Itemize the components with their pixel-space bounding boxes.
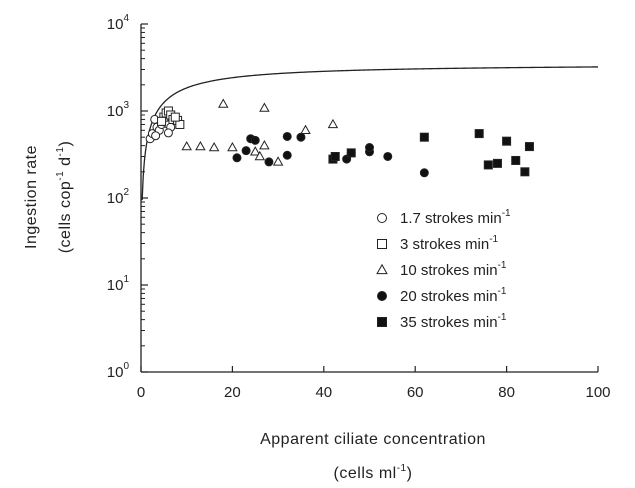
plot-frame: [140, 24, 598, 373]
data-point: [511, 155, 521, 165]
data-point: [175, 119, 185, 129]
data-point: [502, 136, 512, 146]
data-point: [151, 131, 161, 141]
series-filled-square: [328, 129, 534, 177]
data-point: [250, 135, 260, 145]
data-point: [327, 118, 339, 129]
data-point: [419, 132, 429, 142]
data-point: [195, 140, 206, 151]
legend-label: 35 strokes min-1: [400, 312, 507, 331]
data-point: [157, 116, 167, 126]
data-point: [492, 158, 502, 168]
fitted-curve: [141, 66, 599, 201]
legend-label: 20 strokes min-1: [400, 286, 507, 305]
y-axis-title: Ingestion rate: [23, 145, 40, 249]
data-point: [218, 98, 229, 108]
data-point: [227, 141, 238, 152]
data-point: [282, 131, 292, 141]
x-axis-title: Apparent ciliate concentration: [260, 431, 486, 448]
y-tick-label: 101: [107, 274, 130, 294]
data-point: [181, 140, 192, 151]
legend-label: 1.7 strokes min-1: [400, 208, 511, 227]
data-point: [346, 148, 356, 158]
data-point: [300, 124, 311, 135]
series-open-square: [157, 106, 185, 129]
data-point: [520, 167, 530, 177]
x-tick-label: 20: [224, 384, 241, 401]
data-point: [365, 143, 374, 153]
fitted-curve-layer: [141, 66, 599, 201]
y-tick-label: 102: [107, 187, 130, 207]
data-point: [483, 160, 493, 170]
x-tick-label: 40: [315, 384, 332, 401]
y-axis-units: (cells cop-1 d-1): [55, 141, 74, 254]
y-tick-label: 103: [107, 100, 130, 120]
legend-marker: [376, 263, 388, 275]
legend-marker: [377, 239, 387, 249]
legend-marker: [377, 213, 387, 223]
x-tick-label: 0: [137, 384, 145, 401]
data-point: [330, 151, 340, 161]
legend-label: 10 strokes min-1: [400, 260, 507, 279]
y-axis-ticks: 100 101 102 103 104: [107, 13, 148, 381]
legend: 1.7 strokes min-1 3 strokes min-1 10 strok…: [376, 208, 511, 331]
x-tick-label: 80: [498, 384, 515, 401]
data-point: [524, 142, 534, 152]
x-axis-ticks: 0 20 40 60 80 100: [137, 366, 611, 401]
x-tick-label: 60: [407, 384, 424, 401]
data-point: [208, 141, 220, 152]
legend-label: 3 strokes min-1: [400, 234, 499, 253]
data-point: [419, 168, 429, 178]
data-point: [249, 146, 261, 156]
data-points-layer: [145, 98, 534, 178]
data-point: [232, 153, 242, 163]
data-point: [254, 150, 266, 161]
y-tick-label: 104: [107, 13, 130, 33]
legend-marker: [377, 291, 387, 301]
x-tick-label: 100: [585, 384, 610, 401]
x-axis-units: (cells ml-1): [334, 463, 413, 482]
y-tick-label: 100: [107, 361, 130, 381]
data-point: [272, 156, 284, 166]
data-point: [259, 140, 270, 150]
legend-marker: [377, 317, 387, 327]
data-point: [282, 150, 292, 160]
data-point: [383, 151, 393, 161]
data-point: [264, 157, 274, 167]
data-point: [474, 129, 484, 139]
data-point: [241, 146, 251, 156]
data-point: [296, 132, 306, 142]
data-point: [163, 128, 173, 138]
series-open-triangle: [181, 98, 339, 166]
data-point: [259, 102, 270, 112]
data-point: [170, 112, 180, 122]
